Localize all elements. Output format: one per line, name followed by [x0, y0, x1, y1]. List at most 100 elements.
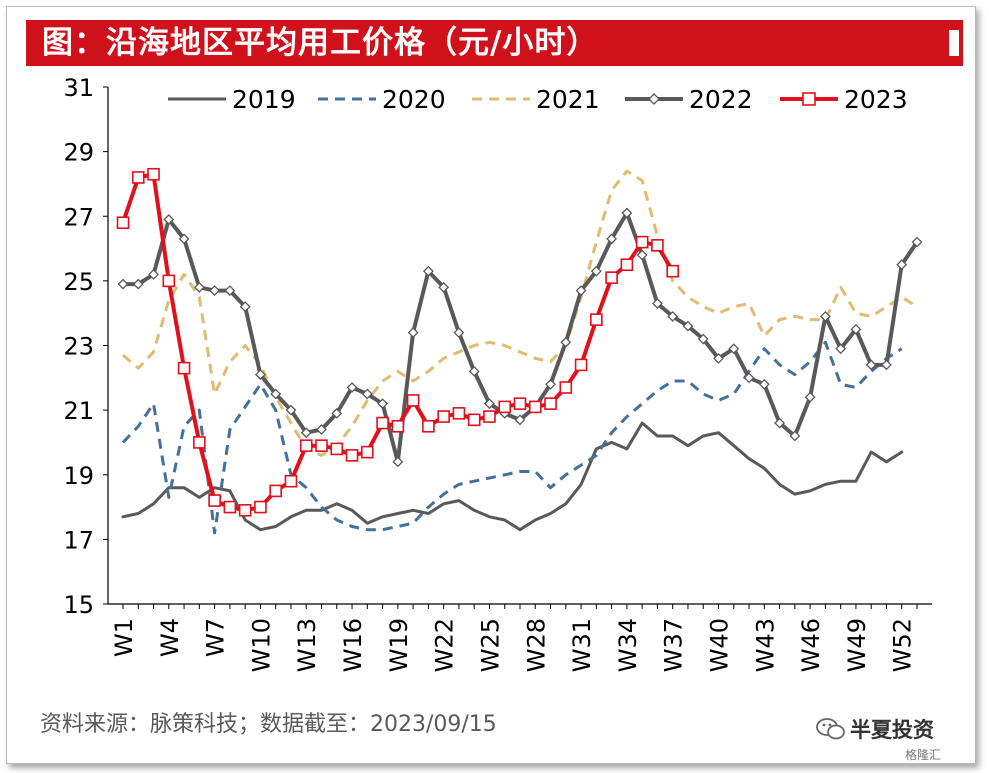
point-2022 [331, 407, 343, 419]
point-2023 [315, 439, 328, 452]
point-2022 [545, 378, 556, 390]
x-tick-label: W22 [431, 618, 459, 672]
point-2023 [651, 239, 664, 252]
series-2020 [121, 340, 903, 535]
point-2023 [406, 394, 420, 407]
y-tick-label: 23 [63, 333, 94, 361]
point-2023 [330, 442, 344, 456]
y-tick-label: 25 [63, 268, 94, 296]
point-2022 [713, 353, 724, 364]
point-2022 [911, 236, 923, 248]
point-2023 [544, 397, 557, 410]
wechat-icon [816, 718, 845, 740]
point-2022 [575, 285, 587, 296]
series-line-2020 [121, 340, 903, 535]
legend-item-2019: 2019 [168, 85, 296, 114]
point-2022 [422, 265, 434, 277]
point-2022 [590, 265, 602, 277]
series-2022 [117, 207, 923, 468]
legend-item-2020: 2020 [318, 85, 446, 114]
point-2022 [758, 378, 770, 390]
series-2023 [116, 167, 679, 517]
point-2022 [484, 398, 495, 410]
point-2023 [528, 400, 542, 414]
x-tick-label: W34 [614, 618, 642, 672]
point-2022 [682, 320, 694, 332]
point-2022 [850, 323, 862, 335]
point-2022 [361, 388, 373, 400]
point-2023 [284, 474, 298, 488]
series-2019 [121, 421, 904, 532]
point-2022 [606, 233, 618, 245]
x-tick-label: W37 [660, 618, 688, 672]
legend-label: 2020 [382, 85, 446, 114]
point-2023 [299, 439, 313, 452]
point-2022 [560, 336, 572, 348]
point-2022 [346, 382, 358, 393]
x-tick-label: W13 [293, 618, 321, 672]
point-2022 [193, 281, 205, 293]
legend-label: 2019 [232, 85, 296, 114]
y-tick-label: 31 [63, 74, 94, 102]
point-2023 [620, 258, 634, 272]
point-2023 [467, 413, 481, 427]
y-tick-label: 19 [63, 462, 94, 490]
legend-item-2023: 2023 [780, 85, 908, 114]
point-2023 [361, 445, 374, 459]
point-2023 [483, 410, 496, 423]
watermark-brand: 半夏投资 [850, 718, 934, 742]
point-2022 [285, 404, 297, 416]
point-2023 [422, 419, 435, 433]
point-2022 [316, 424, 327, 435]
x-tick-label: W28 [522, 618, 550, 672]
point-2022 [652, 298, 663, 309]
x-tick-label: W1 [110, 618, 138, 657]
legend-item-2022: 2022 [625, 85, 753, 114]
x-tick-label: W16 [339, 618, 367, 672]
point-2022 [270, 388, 282, 400]
chart-legend: 2019 2020 2021 2022 2023 [168, 85, 908, 114]
x-tick-label: W43 [751, 618, 779, 672]
point-2023 [452, 407, 466, 420]
point-2023 [254, 500, 267, 514]
x-tick-label: W31 [568, 618, 596, 672]
point-2022 [804, 391, 816, 403]
watermark-sub: 格隆汇 [905, 748, 942, 762]
point-2022 [453, 327, 465, 338]
point-2023 [162, 274, 176, 288]
point-2023 [513, 397, 527, 410]
point-2023 [238, 503, 252, 517]
point-2023 [147, 167, 160, 181]
point-2022 [148, 268, 159, 280]
point-2022 [514, 414, 526, 426]
chart-title: 图：沿海地区平均用工价格（元/小时） [42, 25, 599, 61]
point-2022 [163, 214, 175, 225]
point-2023 [574, 358, 588, 372]
point-2022 [728, 343, 740, 355]
series-line-2019 [121, 421, 904, 532]
point-2023 [345, 449, 359, 462]
point-2022 [117, 278, 129, 290]
point-2023 [498, 400, 512, 414]
point-2022 [300, 427, 312, 439]
point-2022 [377, 398, 388, 410]
source-note: 资料来源：脉策科技；数据截至：2023/09/15 [40, 712, 497, 737]
point-2022 [636, 249, 648, 261]
legend-marker [648, 93, 660, 105]
point-2022 [774, 417, 785, 429]
title-bar [26, 20, 963, 66]
point-2022 [621, 207, 633, 219]
point-2022 [239, 301, 251, 313]
point-2023 [437, 410, 450, 423]
legend-label: 2021 [536, 85, 600, 114]
point-2022 [819, 310, 831, 322]
legend-item-2021: 2021 [472, 85, 600, 114]
legend-label: 2023 [844, 85, 908, 114]
chart-axes: 15 17 19 21 23 25 27 29 31 W1 W4 W7 W10 W13 W16 W19 W22 W… [63, 74, 932, 672]
title-bar-end-mark [949, 30, 959, 56]
x-tick-label: W19 [385, 618, 413, 672]
point-2022 [468, 365, 480, 377]
series-2021 [122, 169, 918, 457]
x-tick-label: W10 [247, 618, 275, 672]
